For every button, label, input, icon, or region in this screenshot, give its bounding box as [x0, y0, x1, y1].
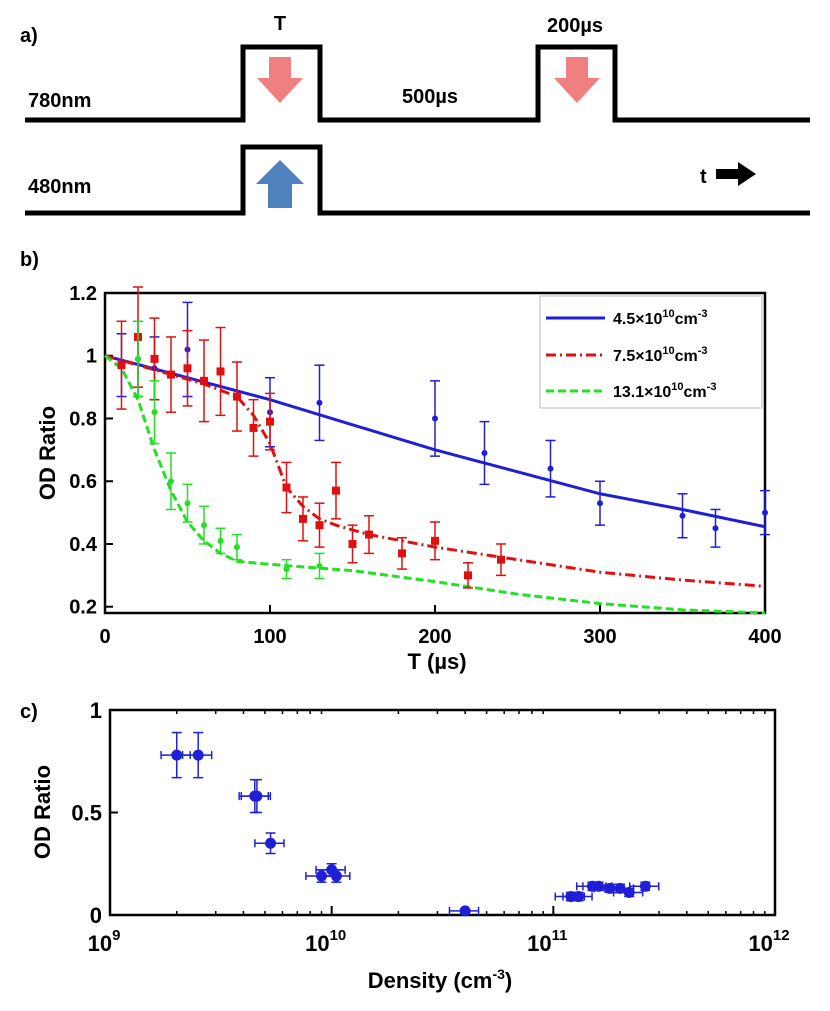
y-tick-label: 0: [90, 903, 102, 928]
data-point: [319, 869, 351, 883]
panel-c-x-axis: 109 1010 1011 1012: [88, 710, 790, 956]
panel-c-plot-frame: [108, 708, 777, 917]
panel-c-data-points: [160, 731, 660, 917]
pulse-T-label: T: [274, 13, 286, 35]
data-point-s2: [199, 339, 209, 423]
data-point: [562, 891, 593, 903]
y-tick-label: 0.2: [69, 597, 97, 619]
panel-c-chart: c) 00.51 109 1010 1011 1012 Density (cm-3) …: [20, 698, 790, 993]
data-point-s1: [545, 439, 556, 498]
x-tick-label: 0: [99, 626, 110, 648]
data-point-s2: [347, 524, 358, 564]
y-tick-label: 0.4: [69, 534, 98, 556]
panel-a-label: a): [20, 25, 38, 47]
panel-c-label: c): [20, 701, 38, 723]
data-point-s2: [463, 562, 473, 589]
data-point-s2: [265, 392, 275, 451]
data-point-s2: [298, 496, 308, 542]
y-tick-label: 1: [86, 346, 97, 368]
up-arrow-icon: [256, 160, 304, 208]
data-point-s3: [314, 552, 325, 580]
data-point-s1: [314, 364, 325, 442]
data-point-s3: [281, 558, 292, 580]
data-point-s3: [182, 483, 193, 523]
x-tick-label: 200: [418, 626, 451, 648]
x-tick-label: 300: [583, 626, 616, 648]
panel-b-y-axis-label: OD Ratio: [35, 406, 60, 500]
x-tick-label: 100: [253, 626, 286, 648]
data-point: [448, 905, 480, 917]
data-point: [612, 886, 644, 898]
pulse-200-label: 200µs: [547, 15, 603, 37]
data-point-s2: [314, 502, 325, 548]
data-point-s3: [199, 505, 209, 545]
y-tick-label: 1: [90, 698, 102, 723]
x-tick-label: 1011: [527, 927, 567, 956]
data-point-s3: [133, 320, 143, 398]
data-point-s2: [248, 398, 259, 457]
data-point-s2: [116, 320, 127, 410]
data-point-s2: [232, 361, 242, 432]
panel-c-y-axis-label: OD Ratio: [30, 765, 55, 859]
panel-c-x-axis-label: Density (cm-3): [368, 966, 513, 993]
data-point-s1: [760, 489, 770, 536]
data-point-s3: [149, 380, 160, 445]
time-label: t: [700, 166, 707, 188]
down-arrow-icon: [257, 57, 303, 103]
data-point-s2: [430, 521, 440, 561]
data-point: [240, 778, 272, 814]
panel-b-x-axis: 0 100 200 300 400: [99, 605, 782, 648]
x-tick-label: 400: [748, 626, 781, 648]
right-arrow-icon: [716, 162, 756, 186]
data-point-s3: [232, 533, 242, 561]
fit-curve-s3: [104, 354, 766, 615]
x-tick-label: 109: [88, 927, 121, 956]
data-point-s2: [364, 514, 374, 555]
data-point-s2: [397, 536, 407, 570]
legend-entry-2: 7.5×1010cm-3: [613, 345, 708, 365]
data-point-s1: [595, 480, 605, 526]
pulse-train-480: [25, 144, 810, 216]
wavelength-480-label: 480nm: [28, 176, 91, 198]
panel-b-label: b): [20, 249, 39, 271]
y-tick-label: 0.5: [71, 801, 102, 826]
data-point-s2: [496, 543, 506, 577]
timing-diagram: a) 780nm 480nm T 500µs 200µs t: [20, 13, 810, 216]
data-point-s2: [331, 461, 341, 520]
panel-b-y-axis: 0.2 0.4 0.6 0.8 1 1.2: [69, 283, 113, 619]
x-tick-label: 1010: [305, 927, 346, 956]
down-arrow-icon: [554, 57, 600, 103]
data-point: [628, 880, 660, 892]
pulse-train-780: [25, 44, 810, 123]
y-tick-label: 0.8: [69, 408, 97, 430]
data-point-s2: [281, 461, 292, 514]
data-point-s3: [215, 527, 226, 555]
data-point-s2: [182, 329, 193, 407]
data-point-s3: [166, 452, 176, 511]
y-tick-label: 0.6: [69, 471, 97, 493]
panel-b-data-points: [116, 286, 770, 589]
panel-c-y-axis: 00.51: [71, 698, 118, 928]
data-point-s1: [677, 493, 688, 539]
x-tick-label: 1012: [748, 927, 789, 956]
data-point-s2: [215, 326, 226, 417]
gap-500-label: 500µs: [402, 86, 458, 108]
data-point-s1: [430, 380, 440, 457]
data-point-s1: [710, 508, 721, 548]
y-tick-label: 1.2: [69, 283, 97, 305]
data-point: [181, 731, 213, 779]
data-point-s2: [166, 336, 176, 413]
data-point-s1: [479, 420, 490, 486]
data-point: [254, 832, 285, 855]
wavelength-780-label: 780nm: [28, 90, 91, 112]
legend-entry-3: 13.1×1010cm-3: [613, 381, 716, 401]
panel-b-legend: 4.5×1010cm-3 7.5×1010cm-3 13.1×1010cm-3: [539, 295, 763, 409]
legend-entry-1: 4.5×1010cm-3: [613, 308, 708, 328]
panel-b-chart: b) 0.2 0.4 0.6 0.8 1 1.2 0 100 200 300 400 T (µs)…: [20, 249, 782, 674]
panel-b-x-axis-label: T (µs): [407, 649, 466, 674]
